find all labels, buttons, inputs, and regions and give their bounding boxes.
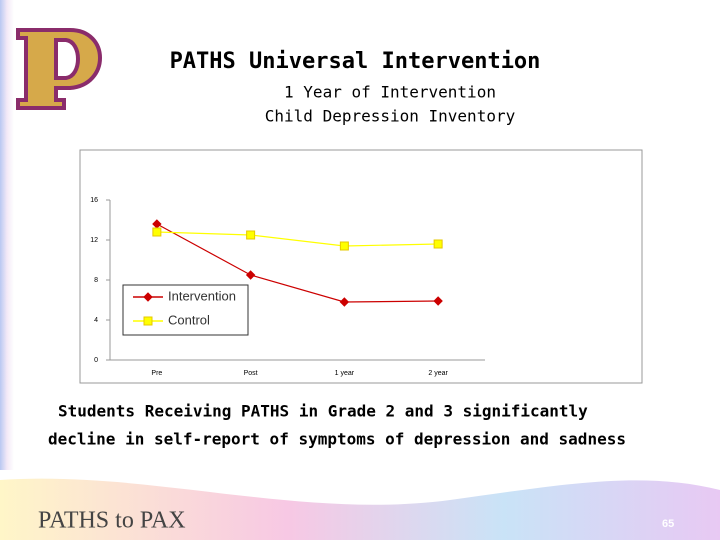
x-tick-label: 2 year: [428, 370, 448, 377]
chart-frame: [79, 149, 643, 384]
legend-marker: [143, 316, 153, 326]
legend-label: Control: [168, 312, 210, 327]
subtitle: Child Depression Inventory: [265, 107, 516, 126]
y-tick-label: 4: [94, 317, 98, 324]
y-tick-label: 0: [94, 357, 98, 364]
marker: [433, 239, 443, 249]
y-tick-label: 12: [90, 237, 98, 244]
legend-label: Intervention: [168, 288, 236, 303]
marker: [433, 296, 443, 306]
x-tick-label: 1 year: [335, 370, 355, 377]
marker: [339, 241, 349, 251]
footer: PATHS to PAX: [38, 508, 186, 534]
x-tick-label: Pre: [151, 370, 162, 377]
marker: [246, 230, 256, 240]
slide-title: PATHS Universal Intervention: [170, 49, 541, 74]
marker: [339, 297, 350, 307]
series-line: [156, 231, 439, 247]
legend: [122, 284, 249, 336]
marker: [152, 227, 162, 237]
marker: [245, 270, 256, 280]
chart: 0 4 8 12 16 Pre Post 1 year 2 year Intervention Co…: [90, 197, 485, 377]
y-tick-label: 8: [94, 277, 98, 284]
footer-wave: [0, 478, 720, 540]
caption: decline in self-report of symptoms of de…: [48, 430, 626, 449]
left-edge: [0, 0, 14, 470]
logo: [16, 28, 102, 110]
legend-marker: [143, 292, 153, 302]
page-number: 65: [662, 518, 674, 530]
subtitle: 1 Year of Intervention: [284, 83, 496, 102]
caption: Students Receiving PATHS in Grade 2 and …: [58, 402, 588, 421]
series-line: [156, 223, 439, 303]
x-tick-label: Post: [244, 370, 258, 377]
y-tick-label: 16: [90, 197, 98, 204]
